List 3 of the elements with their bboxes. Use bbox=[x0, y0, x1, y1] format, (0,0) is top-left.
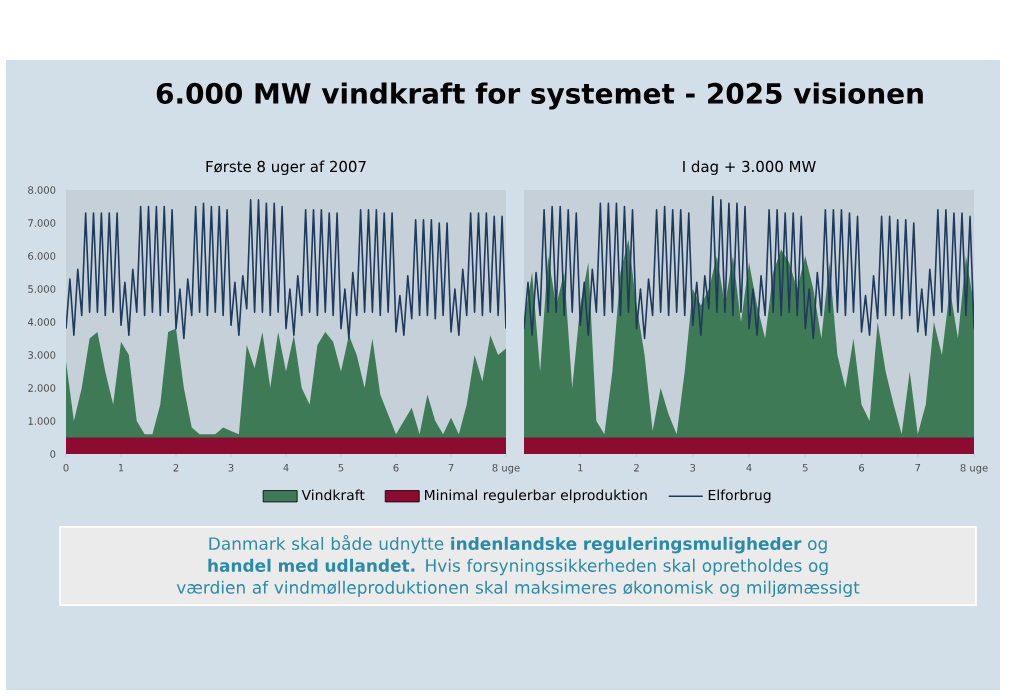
text: 6.000 MW vindkraft for systemet - 2025 visionen bbox=[156, 82, 923, 110]
text: Danmark skal både udnytte indenlandske reguleringsmuligheder og handel med udlandet. Hvis forsyningssikkerheden skal opretholdes og værdien af vindmølleproduktionen skal maksimeres økonomisk og miljømæssigt bbox=[176, 534, 860, 598]
line-series bbox=[66, 199, 506, 340]
